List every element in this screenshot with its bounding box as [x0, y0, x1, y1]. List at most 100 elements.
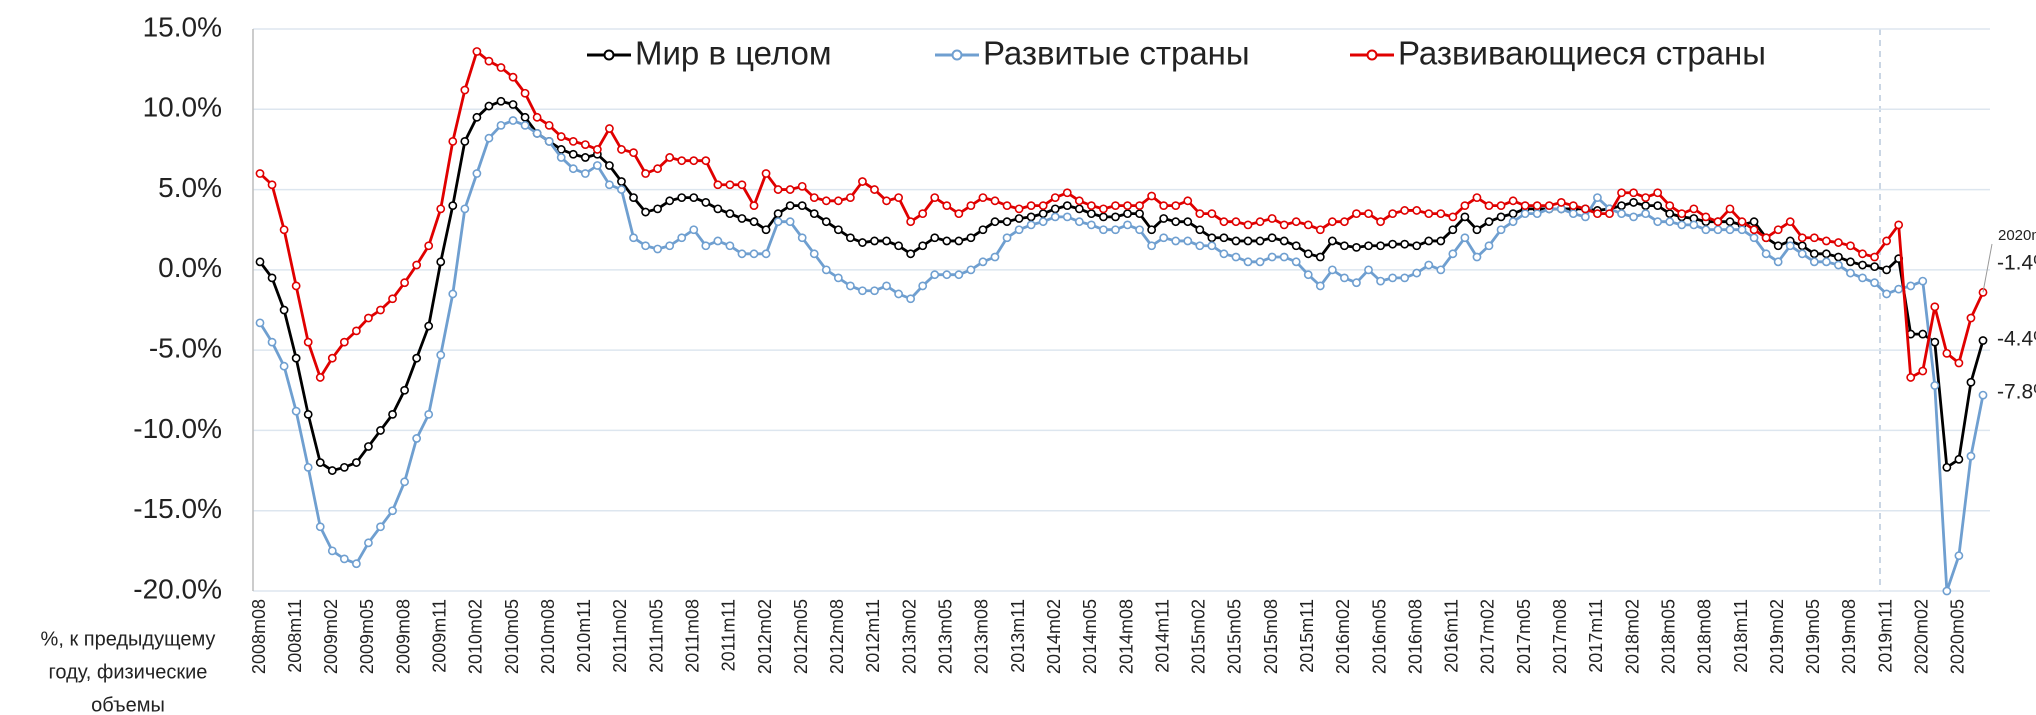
data-point — [592, 145, 602, 154]
data-point — [1629, 212, 1638, 222]
data-point — [400, 278, 409, 288]
data-point — [1966, 451, 1976, 461]
data-point — [1930, 337, 1940, 347]
data-point — [1448, 212, 1458, 222]
data-point — [448, 136, 458, 146]
data-point — [1050, 204, 1060, 214]
data-point — [797, 201, 807, 211]
x-tick-label: 2016m11 — [1442, 599, 1462, 673]
data-point — [1267, 252, 1277, 262]
x-tick-label: 2009m02 — [321, 599, 341, 674]
data-point — [773, 209, 783, 219]
data-point — [894, 193, 903, 202]
data-point — [1749, 233, 1759, 243]
data-point — [1303, 249, 1313, 259]
data-point — [1352, 209, 1361, 219]
data-point — [448, 201, 458, 211]
x-tick-label: 2015m02 — [1189, 599, 1209, 674]
data-point — [1243, 236, 1253, 246]
x-tick-label: 2011m08 — [683, 599, 703, 673]
data-point — [1074, 204, 1084, 214]
data-point — [605, 124, 614, 133]
data-point — [1111, 225, 1120, 235]
data-point — [1858, 249, 1867, 259]
data-point — [1340, 217, 1349, 227]
data-point — [436, 204, 446, 214]
data-point — [1846, 257, 1855, 267]
data-point — [327, 353, 337, 363]
data-point — [1340, 241, 1349, 251]
x-tick-label: 2008m08 — [249, 599, 269, 674]
data-point — [1376, 217, 1385, 227]
data-point — [544, 136, 554, 146]
x-tick-label: 2015m08 — [1261, 599, 1281, 674]
x-tick-label: 2008m11 — [285, 599, 305, 673]
data-point — [1834, 260, 1843, 270]
x-tick-label: 2013m05 — [936, 599, 956, 674]
data-point — [520, 120, 530, 130]
data-point — [1352, 278, 1361, 288]
data-point — [809, 209, 819, 219]
y-tick-label: -10.0% — [133, 413, 222, 444]
data-point — [1773, 225, 1783, 235]
data-point — [1894, 220, 1904, 230]
data-point — [1689, 220, 1699, 230]
data-point — [1038, 201, 1048, 211]
x-tick-label: 2013m08 — [972, 599, 992, 674]
data-point — [966, 265, 976, 275]
y-tick-label: 5.0% — [158, 172, 222, 203]
data-point — [954, 236, 964, 246]
data-point — [1376, 241, 1385, 251]
data-point — [1327, 236, 1337, 246]
data-point — [1099, 225, 1108, 235]
data-point — [496, 120, 506, 130]
data-point — [1412, 268, 1422, 278]
data-point — [833, 196, 843, 206]
data-point — [556, 145, 566, 154]
legend-label: Развитые страны — [983, 35, 1250, 72]
y-tick-label: -20.0% — [133, 573, 222, 604]
data-point — [894, 289, 903, 299]
data-point — [1617, 188, 1626, 198]
data-point — [629, 233, 638, 243]
legend-marker — [603, 49, 615, 61]
data-point — [725, 241, 735, 251]
data-point — [1255, 217, 1265, 227]
data-point — [1797, 249, 1807, 259]
y-axis-note: году, физические — [49, 661, 208, 683]
data-point — [1195, 225, 1205, 235]
x-tick-label: 2019m08 — [1839, 599, 1859, 674]
data-point — [1785, 217, 1795, 227]
data-point — [737, 214, 747, 223]
data-point — [1906, 281, 1916, 291]
data-point — [942, 201, 952, 211]
x-tick-label: 2015m05 — [1225, 599, 1245, 674]
data-point — [990, 196, 1000, 206]
data-point — [279, 361, 289, 371]
x-tick-label: 2012m02 — [755, 599, 775, 674]
data-point — [1171, 217, 1181, 227]
data-point — [1942, 586, 1952, 596]
data-point — [303, 409, 313, 419]
data-point — [1809, 257, 1819, 267]
x-tick-label: 2018m05 — [1658, 599, 1678, 674]
data-point — [303, 462, 313, 472]
data-point — [1773, 241, 1783, 251]
x-tick-label: 2010m05 — [502, 599, 522, 674]
data-point — [1086, 220, 1096, 230]
data-point — [1159, 214, 1169, 223]
data-point — [1062, 201, 1072, 211]
data-point — [267, 180, 277, 190]
data-point — [1689, 204, 1699, 214]
data-point — [1978, 390, 1988, 400]
data-point — [1496, 212, 1506, 222]
y-axis-note: объемы — [91, 694, 165, 715]
data-point — [1882, 289, 1892, 299]
data-point — [1966, 377, 1976, 387]
data-point — [1629, 188, 1638, 198]
data-point — [1725, 217, 1735, 227]
data-point — [1207, 233, 1217, 243]
x-tick-label: 2009m11 — [429, 599, 449, 673]
data-point — [592, 161, 602, 170]
data-point — [966, 201, 976, 211]
